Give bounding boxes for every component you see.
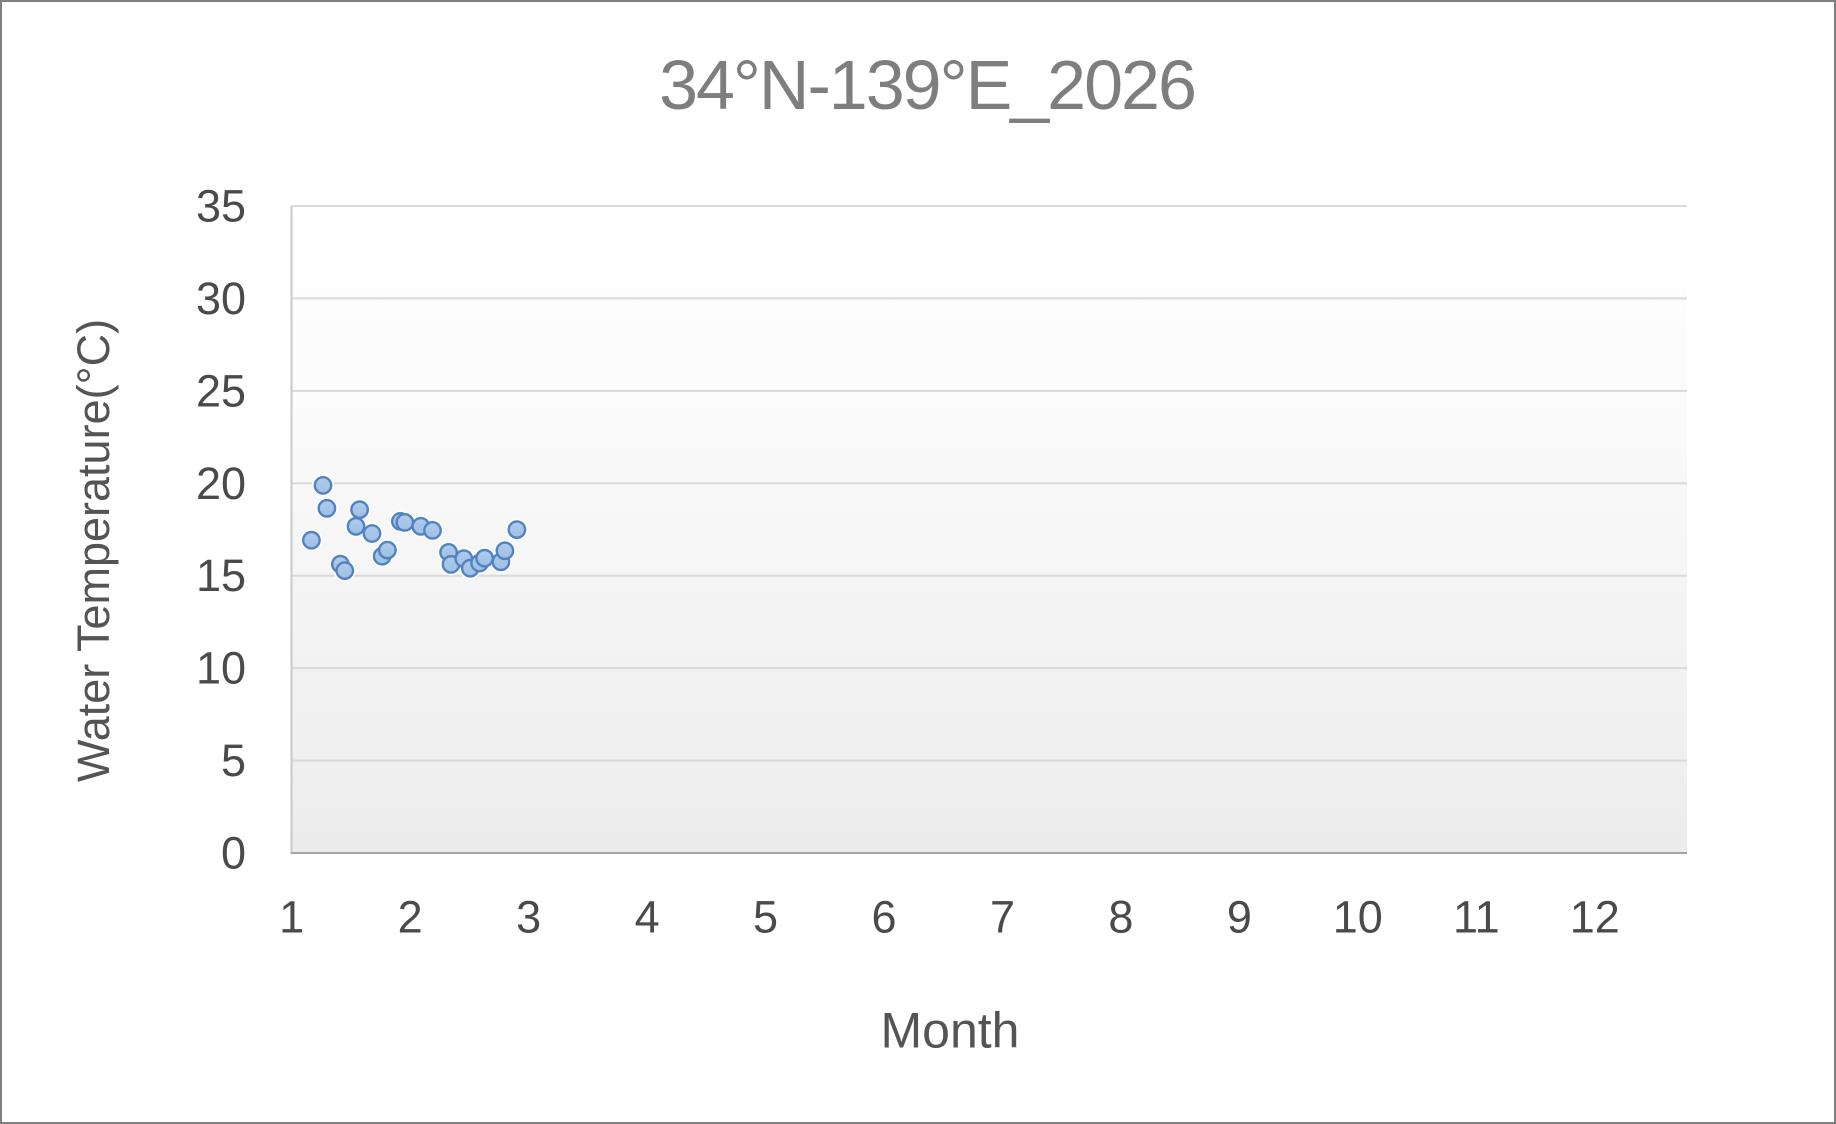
svg-text:30: 30 [196, 273, 246, 324]
svg-text:35: 35 [196, 181, 246, 232]
svg-text:10: 10 [196, 643, 246, 694]
svg-text:5: 5 [221, 735, 246, 786]
svg-text:1: 1 [279, 892, 304, 943]
svg-text:15: 15 [196, 550, 246, 601]
svg-text:8: 8 [1108, 892, 1133, 943]
svg-text:6: 6 [871, 892, 896, 943]
svg-text:Month: Month [881, 1003, 1020, 1059]
svg-text:11: 11 [1453, 892, 1500, 943]
svg-text:4: 4 [635, 892, 660, 943]
svg-text:0: 0 [221, 828, 246, 879]
svg-text:5: 5 [753, 892, 778, 943]
svg-text:10: 10 [1333, 892, 1383, 943]
svg-text:Water Temperature(°C): Water Temperature(°C) [68, 319, 119, 782]
svg-text:34°N-139°E_2026: 34°N-139°E_2026 [659, 46, 1195, 124]
svg-text:7: 7 [990, 892, 1015, 943]
svg-text:12: 12 [1570, 892, 1620, 943]
svg-text:3: 3 [516, 892, 541, 943]
svg-text:2: 2 [398, 892, 423, 943]
svg-text:25: 25 [196, 365, 246, 416]
svg-text:9: 9 [1227, 892, 1252, 943]
svg-text:20: 20 [196, 458, 246, 509]
